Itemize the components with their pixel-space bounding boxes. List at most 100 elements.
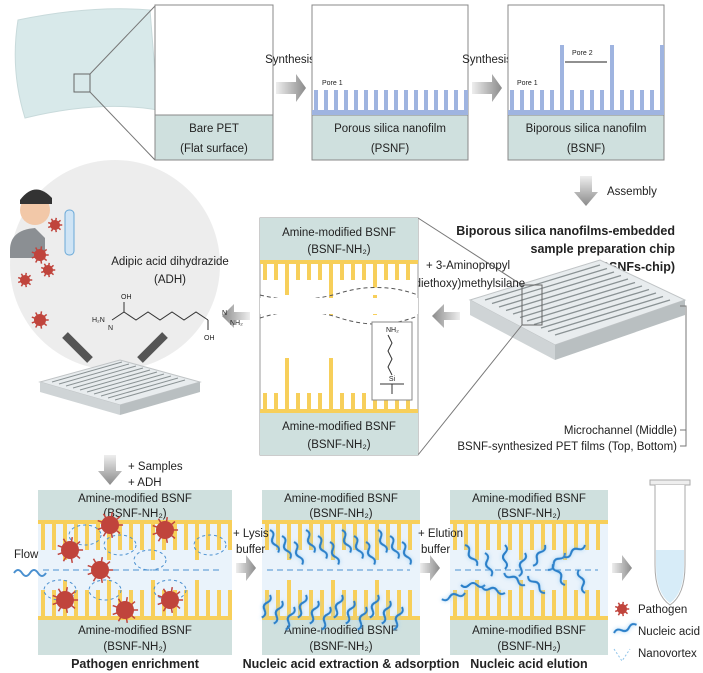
legend: Pathogen Nucleic acid Nanovortex [613,601,700,662]
nucleic-acid-icon [333,594,344,619]
pore-wall [541,590,545,620]
pore-wall [274,260,278,280]
pore-wall [314,90,318,112]
pore-wall [140,520,144,550]
pore-wall [320,590,324,620]
pore-wall [329,358,333,413]
arrow-right-icon [472,74,502,102]
adh-abbrev: (ADH) [154,274,186,286]
panel-label: Amine-modified BSNF [472,493,586,505]
pore-wall [340,260,344,280]
pore-wall [228,520,232,550]
microchannel [505,274,622,312]
pore-wall [354,90,358,112]
pore-wall [585,520,589,550]
adh-label: Adipic acid dihydrazide [111,256,229,268]
arrow-down-icon [98,455,122,485]
nucleic-acid-icon [480,586,506,596]
nucleic-acid-icon [261,594,272,619]
nucleic-acid-icon [484,552,494,577]
pathogen-icon [17,272,33,288]
nucleic-acid-icon [381,600,392,625]
pore-wall [394,90,398,112]
pore-wall [206,520,210,550]
pore-wall [85,520,89,550]
arrow-down-icon [574,176,598,206]
pore-wall [285,260,289,315]
pore-wall [475,520,479,560]
pore-wall [331,520,335,560]
bsnf-label: Biporous silica nanofilm [526,123,647,135]
panel-bottom-sublabel: (BSNF-NH₂) [307,439,370,451]
pet-films-label: BSNF-synthesized PET films (Top, Bottom) [457,441,677,453]
pore-wall [395,260,399,280]
nucleic-acid-icon [401,541,412,565]
elution-label: + Elution [418,528,463,540]
panel-label: (BSNF-NH₂) [309,508,372,520]
pore-wall [342,520,346,550]
nucleic-acid-icon [532,544,547,567]
microchannel [65,365,137,387]
pore-2-label: Pore 2 [572,50,593,57]
pore-wall [453,520,457,550]
pore-wall [195,520,199,560]
pore-wall [274,393,278,413]
lysis-label: + Lysis [233,528,269,540]
pet-film-sheet [14,8,159,119]
pore-wall [318,393,322,413]
add-samples-label: + Samples [128,461,183,473]
pore-wall [530,590,534,620]
nucleic-acid-icon [309,600,320,625]
nucleic-acid-icon [551,563,566,586]
pore-wall [263,260,267,280]
process-panel-1: Amine-modified BSNF (BSNF-NH₂) Amine-modif… [38,490,232,671]
pore-wall [217,590,221,620]
synthesis-label-1: Synthesis [265,54,315,66]
chem-oh: OH [121,294,132,301]
lysis-sublabel: buffer [236,544,265,556]
pore-wall [640,90,644,112]
nucleic-acid-icon [281,535,292,559]
chip-title-line1: Biporous silica nanofilms-embedded [456,224,675,238]
pore-wall [296,393,300,413]
pore-wall [408,520,412,550]
pore-wall [362,260,366,280]
pore-wall [395,393,399,413]
pore-wall [406,260,410,280]
nucleic-acid-icon [285,606,296,631]
synthesis-label-2: Synthesis [462,54,512,66]
pore-wall [276,520,280,550]
pore-wall [563,580,567,620]
panel-label: (BSNF-NH₂) [497,508,560,520]
pore-wall [660,45,664,112]
panel-top-sublabel: (BSNF-NH₂) [307,244,370,256]
microchannel [51,361,123,383]
si-label: Si [389,376,396,383]
pore-wall [364,590,368,620]
pore-wall [96,590,100,620]
nucleic-acid-icon [269,529,280,553]
pore-wall [486,520,490,550]
microchannel [491,267,608,305]
arrow-left-icon [222,304,250,328]
pore-wall [375,520,379,560]
pathogen-icon [157,587,184,613]
pore-wall [307,260,311,280]
pore-wall [397,590,401,620]
microchannel [72,367,144,389]
legend-label: Nucleic acid [638,626,700,638]
zoom-line [417,324,523,456]
nucleic-acid-icon [502,544,508,570]
microchannel-label: Microchannel (Middle) [564,425,677,437]
pore-wall [318,260,322,280]
microchannel [512,278,629,315]
nanovortex-icon [613,648,631,662]
pore-wall [530,520,534,550]
pathogen-icon [52,587,79,613]
microchannel [498,271,615,308]
bsnf-chip-illustration [468,259,687,360]
arrow-right-icon [276,74,306,102]
pore-wall [386,520,390,550]
bare-pet-label: Bare PET [189,123,239,135]
flow-wave-icon [13,569,47,577]
